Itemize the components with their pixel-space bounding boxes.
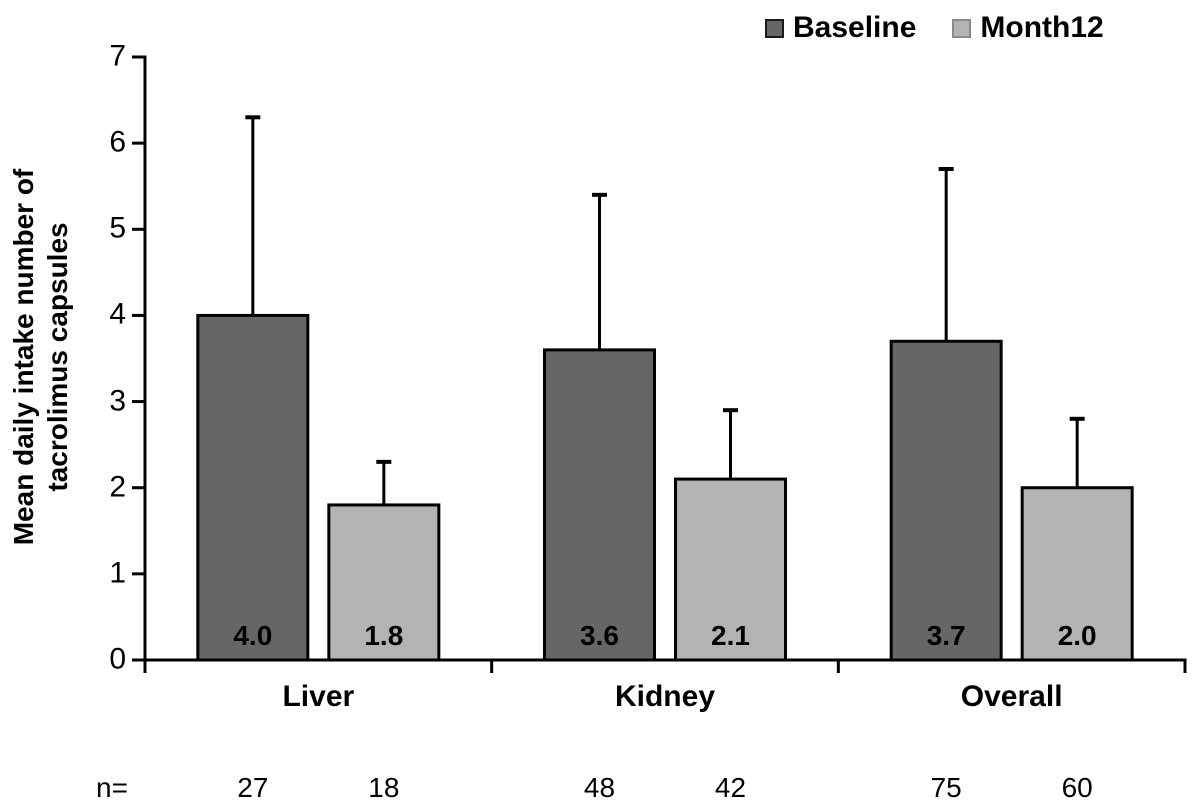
n-value-month12-kidney: 42	[714, 772, 747, 803]
legend-swatch-baseline-icon	[765, 18, 784, 38]
bar-baseline-kidney	[543, 348, 656, 662]
bar-value-label-month12-kidney: 2.1	[711, 620, 750, 651]
y-tick-label-1: 1	[109, 556, 126, 590]
y-tick-label-2: 2	[109, 470, 126, 504]
bar-value-label-baseline-kidney: 3.6	[580, 620, 619, 651]
bar-baseline-liver	[196, 313, 310, 662]
n-value-month12-liver: 18	[368, 772, 400, 803]
n-value-baseline-kidney: 48	[583, 772, 616, 803]
bar-baseline-overall	[889, 339, 1003, 662]
y-tick-label-7: 7	[109, 39, 126, 73]
y-tick-label-6: 6	[109, 125, 126, 159]
bar-month12-kidney	[674, 477, 787, 662]
y-axis-title: Mean daily intake number of tacrolimus c…	[7, 169, 75, 546]
chart-legend: Baseline Month12	[765, 13, 1104, 43]
y-axis-title-line2: tacrolimus capsules	[42, 222, 73, 492]
bar-value-label-baseline-overall: 3.7	[926, 620, 966, 651]
bar-value-label-baseline-liver: 4.0	[233, 620, 273, 651]
category-label-overall: Overall	[960, 680, 1063, 713]
category-label-kidney: Kidney	[614, 680, 716, 713]
bar-value-label-month12-overall: 2.0	[1057, 620, 1097, 651]
y-tick-label-3: 3	[109, 383, 126, 417]
legend-swatch-month12-icon	[952, 18, 972, 38]
y-axis-title-line1: Mean daily intake number of	[8, 168, 39, 546]
legend-label-month12: Month12	[980, 11, 1104, 44]
y-tick-label-0: 0	[109, 642, 126, 676]
legend-label-baseline: Baseline	[793, 11, 917, 44]
y-tick-label-4: 4	[109, 297, 126, 331]
y-tick-label-5: 5	[109, 211, 126, 245]
bar-month12-liver	[327, 503, 441, 662]
bar-value-label-month12-liver: 1.8	[364, 620, 404, 651]
n-value-baseline-overall: 75	[930, 772, 962, 803]
category-label-liver: Liver	[282, 680, 355, 713]
legend-item-month12: Month12	[952, 11, 1104, 44]
n-equals-label: n=	[96, 772, 128, 803]
legend-item-baseline: Baseline	[765, 13, 916, 43]
n-value-baseline-liver: 27	[237, 772, 269, 803]
n-value-month12-overall: 60	[1061, 772, 1093, 803]
